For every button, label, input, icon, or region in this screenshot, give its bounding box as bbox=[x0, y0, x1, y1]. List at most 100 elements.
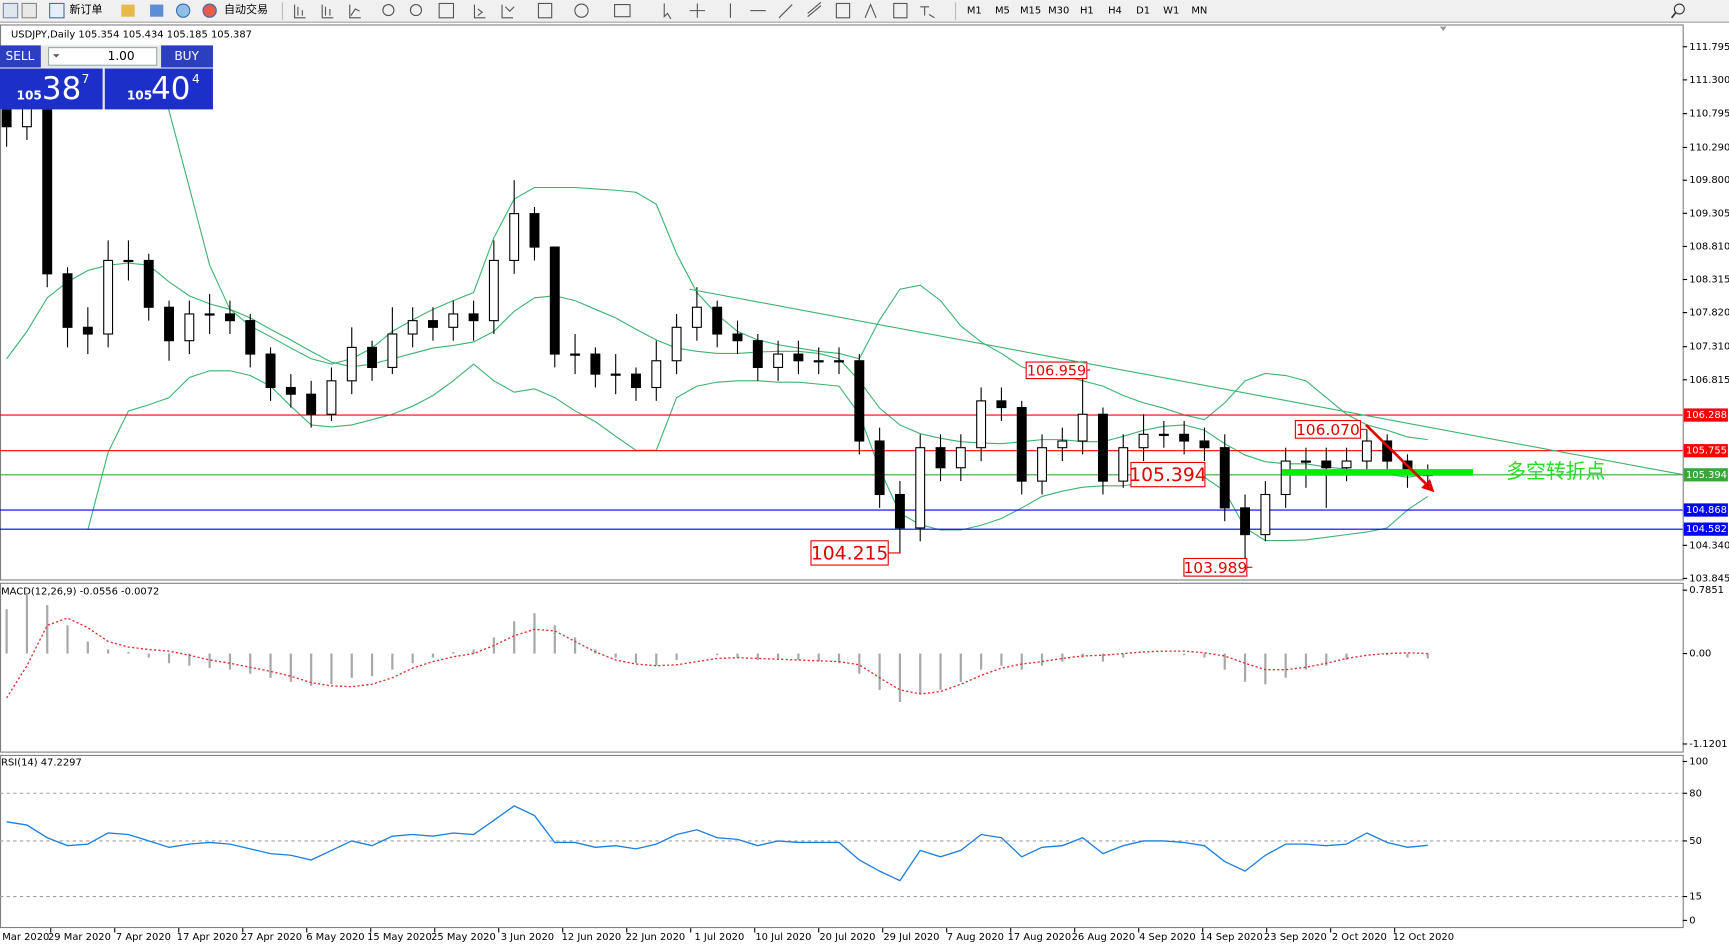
candle-body bbox=[610, 373, 621, 376]
x-tick-label: 27 Apr 2020 bbox=[241, 932, 302, 943]
x-tick-label: 22 Jun 2020 bbox=[626, 932, 686, 943]
candle-body bbox=[346, 346, 357, 382]
candle-body bbox=[874, 440, 885, 496]
auto-trading-icon[interactable] bbox=[202, 3, 217, 18]
chart-title: RSI(14) 47.2297 bbox=[1, 758, 82, 769]
candle-body bbox=[590, 353, 601, 375]
search-icon[interactable] bbox=[1673, 3, 1685, 15]
candle-body bbox=[407, 320, 418, 335]
x-tick-label: 20 Jul 2020 bbox=[819, 932, 875, 943]
auto-trading-label[interactable]: 自动交易 bbox=[224, 2, 268, 16]
new-order-icon[interactable] bbox=[49, 2, 65, 19]
candle-body bbox=[1118, 447, 1129, 482]
lot-dropdown[interactable] bbox=[52, 54, 60, 58]
timeframe-button[interactable]: MN bbox=[1191, 6, 1207, 17]
sell-label[interactable]: SELL bbox=[6, 49, 35, 63]
candle-body bbox=[813, 360, 824, 363]
search-icon[interactable] bbox=[1670, 11, 1677, 19]
candle-body bbox=[245, 320, 256, 355]
candle-body bbox=[448, 313, 459, 328]
y-tick-label: 0 bbox=[1689, 915, 1695, 926]
tool-icon[interactable] bbox=[2, 2, 19, 19]
y-tick-label: 106.815 bbox=[1689, 375, 1729, 386]
x-tick-label: Mar 2020 bbox=[2, 932, 49, 943]
band-middle bbox=[6, 262, 1428, 478]
candle-body bbox=[793, 353, 804, 362]
chart-title: MACD(12,26,9) -0.0556 -0.0072 bbox=[1, 587, 159, 598]
y-tick-label: 50 bbox=[1689, 836, 1702, 847]
candle-body bbox=[773, 353, 784, 368]
new-order-label[interactable]: 新订单 bbox=[70, 2, 103, 16]
buy-price-big[interactable]: 105 bbox=[127, 89, 152, 103]
timeframe-button[interactable]: M1 bbox=[967, 6, 982, 17]
candle-body bbox=[894, 493, 905, 529]
candle-body bbox=[123, 259, 134, 263]
candle-body bbox=[428, 320, 438, 328]
sell-price-pips[interactable]: 38 bbox=[42, 71, 81, 107]
lot-value[interactable]: 1.00 bbox=[108, 49, 135, 63]
x-tick-label: 15 May 2020 bbox=[367, 932, 432, 943]
x-tick-label: 2 Oct 2020 bbox=[1332, 932, 1387, 943]
candle-body bbox=[752, 340, 763, 368]
sell-price-fraction[interactable]: 7 bbox=[82, 72, 90, 86]
x-tick-label: 29 Mar 2020 bbox=[48, 932, 111, 943]
timeframe-button[interactable]: H4 bbox=[1108, 6, 1122, 17]
candle-body bbox=[1057, 440, 1068, 449]
macd-panel bbox=[0, 582, 1684, 753]
sell-price-big[interactable]: 105 bbox=[17, 89, 42, 103]
tool-icons[interactable] bbox=[294, 1, 935, 20]
x-tick-label: 12 Oct 2020 bbox=[1393, 932, 1454, 943]
y-tick-label: 110.795 bbox=[1689, 109, 1729, 120]
y-tick-label: 100 bbox=[1689, 756, 1708, 767]
annotation-box bbox=[1294, 419, 1362, 439]
buy-price-box[interactable] bbox=[104, 68, 213, 110]
tool-icon[interactable] bbox=[121, 4, 135, 17]
buy-label[interactable]: BUY bbox=[174, 49, 199, 63]
level-label-bg bbox=[1683, 444, 1728, 458]
candle-body bbox=[570, 353, 581, 356]
annotation-box bbox=[810, 540, 889, 566]
tool-icon[interactable] bbox=[21, 2, 37, 19]
timeframe-button[interactable]: D1 bbox=[1136, 6, 1150, 17]
y-tick-label: 0.00 bbox=[1689, 649, 1711, 660]
buy-button[interactable] bbox=[161, 45, 213, 68]
timeframe-button[interactable]: W1 bbox=[1163, 6, 1179, 17]
y-tick-label: 111.300 bbox=[1689, 75, 1729, 86]
toolbar-bg bbox=[0, 0, 1729, 23]
level-label-bg bbox=[1683, 503, 1728, 517]
candle-body bbox=[529, 213, 540, 248]
timeframe-button[interactable]: M5 bbox=[995, 6, 1010, 17]
sell-price-box[interactable] bbox=[0, 68, 103, 110]
trend-arrow bbox=[1365, 423, 1427, 485]
chart-title: USDJPY,Daily 105.354 105.434 105.185 105… bbox=[11, 29, 252, 40]
sell-button[interactable] bbox=[0, 45, 41, 68]
y-tick-label: 15 bbox=[1689, 892, 1702, 903]
candle-body bbox=[1077, 413, 1088, 442]
candle-body bbox=[631, 373, 641, 389]
candle-body bbox=[1240, 507, 1251, 536]
x-tick-label: 7 Aug 2020 bbox=[947, 932, 1004, 943]
buy-price-pips[interactable]: 40 bbox=[151, 71, 190, 107]
lot-field[interactable] bbox=[47, 47, 158, 66]
tool-icon[interactable] bbox=[150, 4, 164, 17]
tool-icon[interactable] bbox=[175, 3, 191, 18]
candle-body bbox=[224, 313, 235, 322]
candle-body bbox=[143, 259, 154, 308]
timeframe-button[interactable]: M15 bbox=[1020, 6, 1041, 17]
timeframe-button[interactable]: H1 bbox=[1080, 6, 1094, 17]
plot: USDJPY,Daily 105.354 105.434 105.185 105… bbox=[0, 29, 1729, 943]
candle-body bbox=[1341, 460, 1352, 469]
x-tick-label: 7 Apr 2020 bbox=[116, 932, 171, 943]
y-tick-label: 108.810 bbox=[1689, 241, 1729, 252]
candle-body bbox=[1097, 413, 1108, 482]
candle-body bbox=[103, 259, 114, 335]
candle-body bbox=[651, 360, 662, 389]
y-tick-label: 103.845 bbox=[1689, 573, 1729, 584]
x-tick-label: 23 Sep 2020 bbox=[1264, 932, 1327, 943]
buy-price-fraction[interactable]: 4 bbox=[192, 72, 200, 86]
main-panel bbox=[0, 24, 1684, 581]
candle-body bbox=[285, 386, 296, 395]
candle-body bbox=[1158, 433, 1169, 436]
timeframe-button[interactable]: M30 bbox=[1048, 6, 1069, 17]
